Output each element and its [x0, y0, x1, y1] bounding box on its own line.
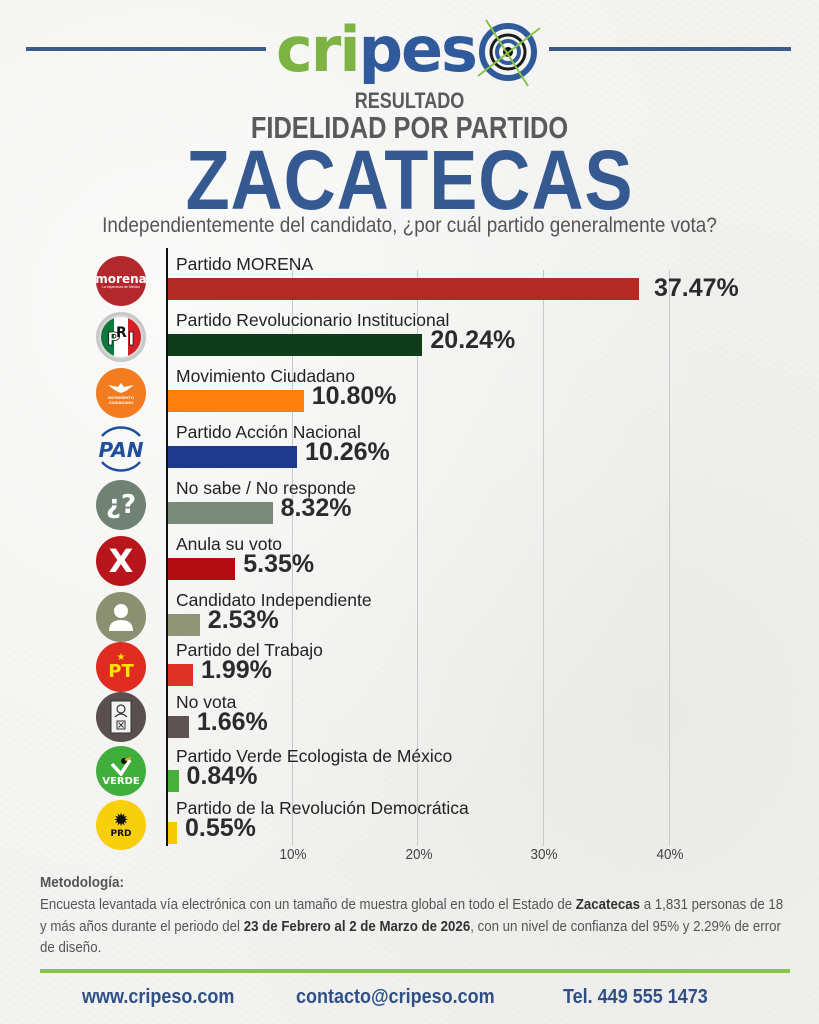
value-label: 10.80%	[311, 382, 397, 410]
survey-question: Independientemente del candidato, ¿por c…	[102, 214, 717, 237]
question-mark-icon: ¿?	[96, 480, 146, 530]
chart-row-verde: VERDE Partido Verde Ecologista de México…	[0, 746, 819, 802]
x-mark-icon: X	[96, 536, 146, 586]
pan-logo-icon: PAN	[92, 424, 150, 474]
state-title: ZACATECAS	[185, 133, 634, 227]
methodology-title: Metodología:	[40, 874, 124, 891]
phone-number: Tel. 449 555 1473	[563, 986, 708, 1008]
svg-text:P: P	[107, 329, 120, 350]
value-label: 1.66%	[196, 708, 268, 736]
bar	[168, 822, 177, 844]
bar	[168, 446, 297, 468]
value-label: 5.35%	[243, 550, 315, 578]
value-label: 20.24%	[430, 326, 516, 354]
bar	[168, 502, 273, 524]
prd-logo-icon: ✹ PRD	[96, 800, 146, 850]
row-label: No vota	[176, 692, 237, 712]
bar	[168, 664, 193, 686]
header-divider-right	[549, 47, 791, 51]
chart-row-anula: X Anula su voto 5.35%	[0, 534, 819, 590]
row-label: Partido Revolucionario Institucional	[176, 310, 450, 330]
target-crosshair-icon	[477, 19, 541, 87]
value-label: 1.99%	[201, 656, 272, 684]
cripeso-logo: cripes	[276, 10, 546, 90]
bar-chart: 10% 20% 30% 40% morena La esperanza de M…	[0, 248, 819, 863]
footer-divider	[40, 969, 790, 973]
morena-logo-icon: morena La esperanza de México	[96, 256, 146, 306]
x-tick-40: 40%	[656, 846, 684, 863]
gridline-30	[543, 270, 544, 846]
bar	[168, 770, 179, 792]
verde-logo-icon: VERDE	[96, 746, 146, 796]
chart-row-pan: PAN Partido Acción Nacional 10.26%	[0, 422, 819, 478]
x-tick-10: 10%	[279, 846, 307, 863]
chart-row-no-vota: No vota 1.66%	[0, 692, 819, 748]
bar	[168, 278, 639, 300]
value-label: 0.84%	[186, 762, 258, 790]
value-label: 0.55%	[185, 814, 256, 842]
row-label: Candidato Independiente	[176, 590, 372, 610]
person-icon	[96, 592, 146, 642]
svg-text:PAN: PAN	[98, 438, 143, 462]
title-fidelidad: FIDELIDAD POR PARTIDO	[250, 110, 569, 145]
row-label: Partido MORENA	[176, 254, 314, 274]
value-label: 10.26%	[304, 438, 390, 466]
ballot-icon	[96, 692, 146, 742]
website-link[interactable]: www.cripeso.com	[82, 986, 235, 1008]
svg-text:I: I	[128, 329, 135, 350]
chart-row-pri: P R I Partido Revolucionario Institucion…	[0, 310, 819, 366]
value-label: 2.53%	[207, 606, 279, 634]
bar	[168, 390, 304, 412]
methodology-text: Encuesta levantada vía electrónica con u…	[40, 896, 784, 956]
x-tick-20: 20%	[405, 846, 433, 863]
email-link[interactable]: contacto@cripeso.com	[296, 986, 495, 1008]
value-label: 8.32%	[280, 494, 352, 522]
row-label: Partido de la Revolución Democrática	[176, 798, 469, 818]
pri-logo-icon: P R I	[96, 312, 146, 362]
chart-row-no-sabe: ¿? No sabe / No responde 8.32%	[0, 478, 819, 534]
y-axis-line	[166, 248, 168, 846]
bar	[168, 334, 423, 356]
row-label: No sabe / No responde	[176, 478, 356, 498]
chart-row-morena: morena La esperanza de México Partido MO…	[0, 254, 819, 310]
chart-row-prd: ✹ PRD Partido de la Revolución Democráti…	[0, 798, 819, 854]
chart-row-independiente: Candidato Independiente 2.53%	[0, 590, 819, 646]
chart-row-pt: ★ PT Partido del Trabajo 1.99%	[0, 640, 819, 696]
logo-text-green: cri	[276, 13, 361, 86]
gridline-10	[292, 270, 293, 846]
row-label: Anula su voto	[176, 534, 283, 554]
bar	[168, 716, 189, 738]
title-resultado: RESULTADO	[354, 88, 465, 113]
gridline-40	[669, 270, 670, 846]
bar	[168, 558, 236, 580]
gridline-20	[417, 270, 418, 846]
logo-text-blue: pes	[358, 13, 478, 86]
x-tick-30: 30%	[530, 846, 558, 863]
value-label: 37.47%	[653, 274, 739, 302]
row-label: Movimiento Ciudadano	[176, 366, 355, 386]
header-divider-left	[26, 47, 266, 51]
bar	[168, 614, 200, 636]
row-label: Partido del Trabajo	[176, 640, 323, 660]
svg-text:R: R	[116, 325, 127, 341]
row-label: Partido Verde Ecologista de México	[176, 746, 453, 766]
movimiento-ciudadano-logo-icon: MOVIMIENTO CIUDADANO	[96, 368, 146, 418]
chart-row-movimiento-ciudadano: MOVIMIENTO CIUDADANO Movimiento Ciudadan…	[0, 366, 819, 422]
row-label: Partido Acción Nacional	[176, 422, 361, 442]
pt-logo-icon: ★ PT	[96, 642, 146, 692]
